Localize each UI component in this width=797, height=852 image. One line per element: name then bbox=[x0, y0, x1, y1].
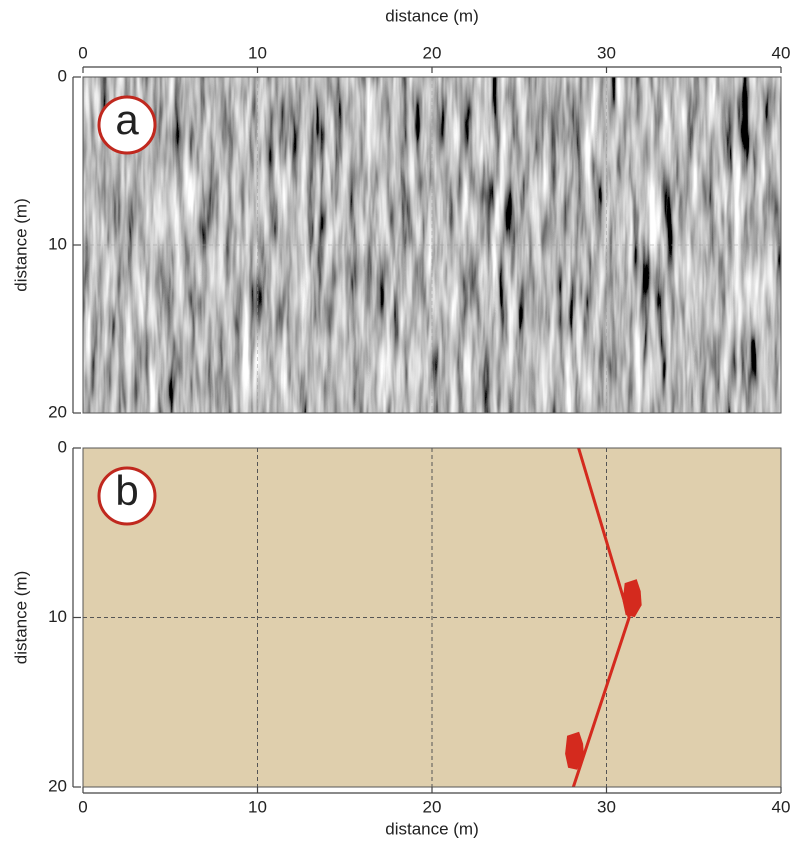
y-axis-title: distance (m) bbox=[11, 571, 30, 665]
y-tick-label: 0 bbox=[58, 66, 67, 85]
plot-frame bbox=[82, 76, 782, 414]
y-tick-label: 20 bbox=[48, 776, 67, 795]
panel-label: b bbox=[115, 467, 138, 514]
x-tick-label: 40 bbox=[772, 43, 791, 62]
y-axis-title: distance (m) bbox=[11, 198, 30, 292]
anomaly bbox=[622, 579, 642, 618]
x-tick-label: 20 bbox=[423, 43, 442, 62]
y-tick-label: 10 bbox=[48, 234, 67, 253]
x-tick-label: 0 bbox=[78, 797, 87, 816]
x-tick-label: 40 bbox=[772, 797, 791, 816]
x-tick-label: 10 bbox=[248, 43, 267, 62]
y-tick-label: 10 bbox=[48, 607, 67, 626]
x-axis-title: distance (m) bbox=[385, 6, 479, 25]
y-tick-label: 20 bbox=[48, 402, 67, 421]
y-tick-label: 0 bbox=[58, 437, 67, 456]
x-tick-label: 30 bbox=[597, 797, 616, 816]
x-tick-label: 20 bbox=[423, 797, 442, 816]
panel-label: a bbox=[115, 96, 139, 143]
x-axis-title: distance (m) bbox=[385, 819, 479, 838]
x-tick-label: 30 bbox=[597, 43, 616, 62]
x-tick-label: 0 bbox=[78, 43, 87, 62]
panel-badge bbox=[97, 466, 157, 526]
fault-line bbox=[571, 447, 631, 788]
anomaly bbox=[565, 731, 585, 770]
x-tick-label: 10 bbox=[248, 797, 267, 816]
panel-badge bbox=[97, 95, 157, 155]
